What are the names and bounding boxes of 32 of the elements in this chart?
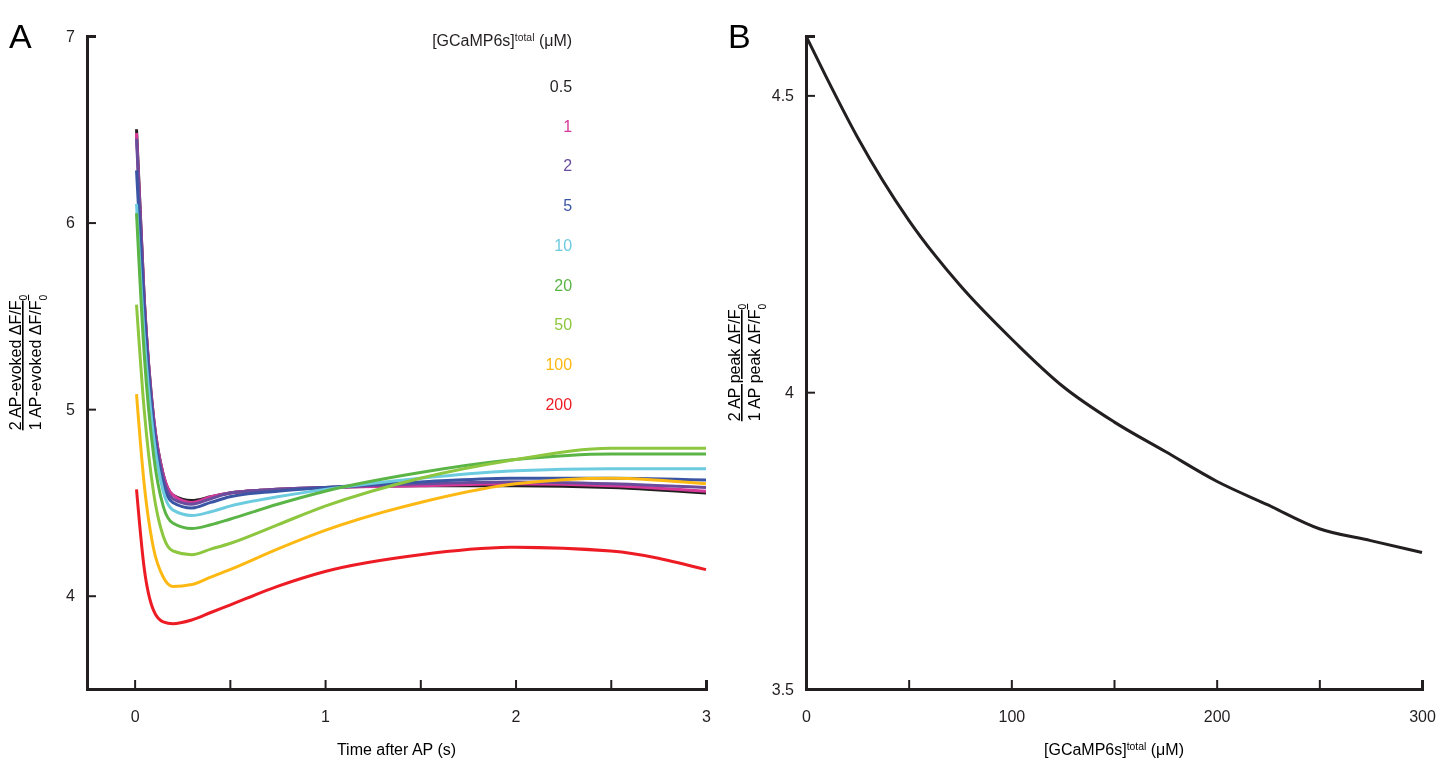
- y-tick-label: 3.5: [771, 680, 795, 698]
- text: 50: [554, 316, 573, 334]
- x-axis-title: Time after AP (s): [336, 741, 457, 758]
- line-series: [135, 487, 708, 626]
- text: 200: [545, 395, 573, 413]
- y-tick-label: 4: [785, 383, 795, 401]
- y-tick-label: 4: [66, 587, 76, 605]
- x-tick-label: 0: [130, 708, 140, 726]
- x-tick-label: 3: [702, 708, 712, 726]
- x-tick-label: 100: [998, 708, 1026, 726]
- text: 2: [563, 157, 573, 175]
- chart-title: A: [9, 17, 32, 55]
- x-tick-label: 2: [511, 708, 521, 726]
- x-tick-label: 300: [1409, 708, 1436, 726]
- x-tick-label: 1: [321, 708, 331, 726]
- y-tick-label: 6: [66, 214, 76, 232]
- text: 0.5: [549, 78, 573, 95]
- line-series: [135, 303, 708, 557]
- chart-title: B: [728, 17, 751, 55]
- y-tick-label: 7: [66, 27, 76, 45]
- y-tick-label: 5: [66, 400, 76, 418]
- x-tick-label: 200: [1203, 708, 1231, 726]
- text: 10: [554, 236, 573, 254]
- x-axis-title: [GCaMP6s]$^{total}$ (μM): [1044, 740, 1184, 758]
- y-tick-label: 4.5: [771, 86, 795, 104]
- text: 5: [563, 197, 573, 215]
- text: 20: [554, 276, 573, 294]
- line-series: [135, 392, 708, 588]
- text: 1: [563, 117, 573, 135]
- text: 100: [545, 355, 573, 373]
- x-tick-label: 0: [802, 708, 812, 726]
- legend-title: [GCaMP6s]$^{total}$ (μM): [432, 31, 573, 49]
